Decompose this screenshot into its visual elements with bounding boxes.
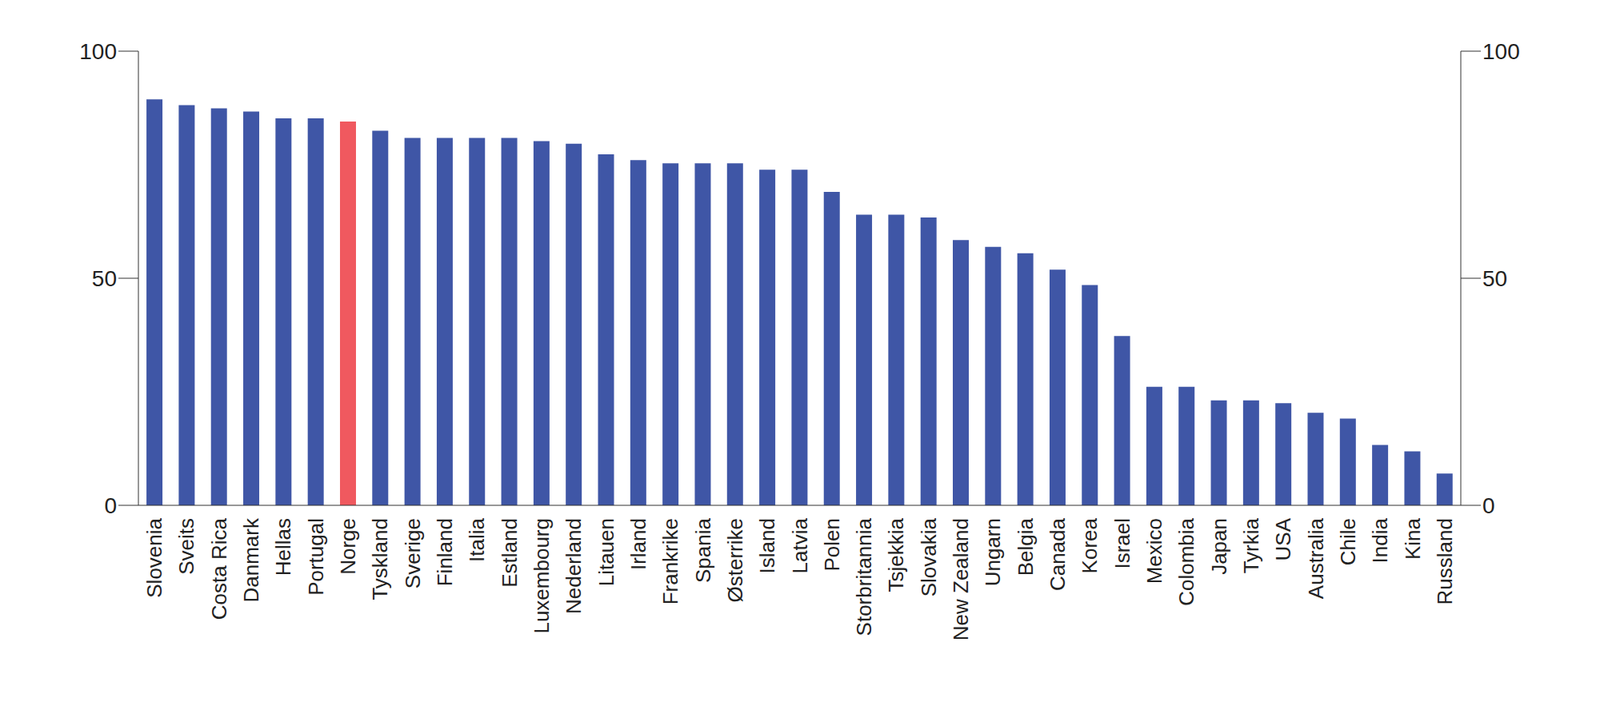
svg-text:Sverige: Sverige [400, 518, 425, 589]
svg-text:Spania: Spania [691, 517, 716, 583]
svg-text:Chile: Chile [1336, 518, 1360, 566]
svg-text:Japan: Japan [1207, 518, 1232, 576]
svg-text:Polen: Polen [820, 518, 844, 572]
svg-text:0: 0 [104, 493, 117, 519]
svg-text:Portugal: Portugal [304, 518, 328, 596]
svg-text:Irland: Irland [626, 518, 651, 571]
svg-text:100: 100 [1482, 39, 1520, 64]
svg-text:Ungarn: Ungarn [980, 518, 1005, 587]
svg-text:Norge: Norge [336, 518, 360, 576]
svg-text:Finland: Finland [432, 518, 457, 587]
svg-text:Israel: Israel [1110, 518, 1135, 570]
svg-text:USA: USA [1271, 517, 1296, 561]
svg-text:50: 50 [1482, 266, 1508, 292]
svg-text:Costa Rica: Costa Rica [207, 517, 232, 620]
svg-text:Tyskland: Tyskland [368, 518, 392, 601]
svg-text:0: 0 [1482, 493, 1496, 519]
svg-text:Østerrike: Østerrike [723, 518, 748, 603]
svg-text:Kina: Kina [1400, 517, 1425, 560]
svg-text:50: 50 [92, 266, 117, 292]
svg-text:Luxembourg: Luxembourg [529, 518, 554, 635]
svg-text:Russland: Russland [1432, 518, 1457, 605]
svg-text:Nederland: Nederland [561, 518, 586, 615]
svg-text:New Zealand: New Zealand [948, 518, 973, 641]
svg-text:Australia: Australia [1304, 517, 1328, 600]
svg-text:Slovenia: Slovenia [142, 517, 167, 598]
svg-text:Slovakia: Slovakia [916, 517, 941, 597]
svg-text:Hellas: Hellas [271, 518, 296, 576]
svg-text:Mexico: Mexico [1142, 518, 1167, 584]
svg-text:Frankrike: Frankrike [658, 518, 683, 605]
svg-text:Latvia: Latvia [788, 517, 812, 574]
svg-text:Danmark: Danmark [239, 517, 264, 603]
svg-text:Sveits: Sveits [174, 518, 199, 576]
svg-text:Belgia: Belgia [1013, 517, 1038, 576]
svg-text:Colombia: Colombia [1174, 517, 1199, 606]
svg-text:Litauen: Litauen [594, 518, 619, 587]
svg-text:Estland: Estland [497, 518, 522, 588]
svg-text:India: India [1368, 517, 1392, 564]
svg-text:Canada: Canada [1045, 517, 1070, 592]
svg-text:Tyrkia: Tyrkia [1239, 517, 1264, 574]
svg-text:Storbritannia: Storbritannia [852, 517, 876, 636]
svg-text:Tsjekkia: Tsjekkia [884, 517, 908, 592]
svg-text:Island: Island [755, 518, 780, 574]
svg-text:100: 100 [79, 39, 117, 64]
svg-text:Korea: Korea [1077, 517, 1102, 574]
svg-text:Italia: Italia [464, 517, 489, 562]
